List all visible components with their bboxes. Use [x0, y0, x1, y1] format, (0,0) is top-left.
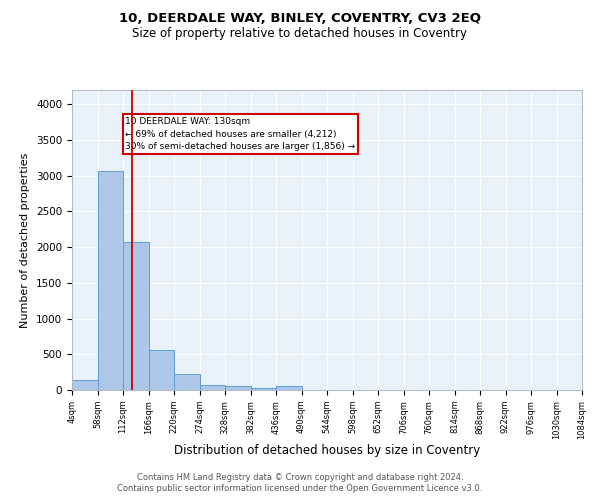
Bar [149, 350, 174, 390]
Text: Size of property relative to detached houses in Coventry: Size of property relative to detached ho… [133, 28, 467, 40]
Bar [276, 386, 302, 390]
Bar [200, 384, 225, 390]
Bar [251, 388, 276, 390]
Bar [174, 374, 199, 390]
Text: Contains public sector information licensed under the Open Government Licence v3: Contains public sector information licen… [118, 484, 482, 493]
Bar [225, 386, 251, 390]
X-axis label: Distribution of detached houses by size in Coventry: Distribution of detached houses by size … [174, 444, 480, 458]
Text: Contains HM Land Registry data © Crown copyright and database right 2024.: Contains HM Land Registry data © Crown c… [137, 472, 463, 482]
Y-axis label: Number of detached properties: Number of detached properties [20, 152, 31, 328]
Bar [97, 172, 123, 390]
Text: 10, DEERDALE WAY, BINLEY, COVENTRY, CV3 2EQ: 10, DEERDALE WAY, BINLEY, COVENTRY, CV3 … [119, 12, 481, 26]
Text: 10 DEERDALE WAY: 130sqm
← 69% of detached houses are smaller (4,212)
30% of semi: 10 DEERDALE WAY: 130sqm ← 69% of detache… [125, 117, 355, 151]
Bar [123, 242, 149, 390]
Bar [72, 380, 97, 390]
